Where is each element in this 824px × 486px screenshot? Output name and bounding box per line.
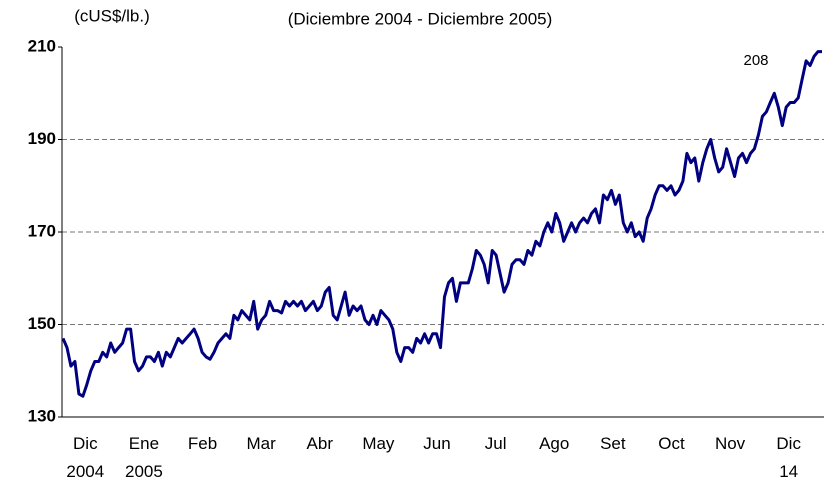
- x-tick-label: May: [362, 434, 395, 453]
- x-tick-label: Ago: [539, 434, 570, 453]
- x-tick-label: Dic 2004: [66, 434, 105, 481]
- x-tick-label: Feb: [187, 434, 218, 453]
- annotation: 208: [743, 52, 768, 69]
- y-tick-label: 190: [28, 129, 56, 148]
- chart-title: (Diciembre 2004 - Diciembre 2005): [288, 9, 553, 28]
- x-tick-label: Dic 14: [776, 434, 801, 481]
- y-tick-label: 130: [28, 406, 56, 425]
- x-tick-label: Abr: [306, 434, 333, 453]
- x-tick-label: Mar: [246, 434, 276, 453]
- x-tick-label: Set: [600, 434, 626, 453]
- y-tick-label: 210: [28, 36, 56, 55]
- x-tick-label: Nov: [714, 434, 746, 453]
- y-tick-label: 170: [28, 221, 56, 240]
- x-tick-label: Oct: [658, 434, 685, 453]
- x-tick-label: Jul: [484, 434, 507, 453]
- y-axis-label: (cUS$/lb.): [74, 6, 150, 25]
- y-tick-label: 150: [28, 314, 56, 333]
- x-tick-label: Ene 2005: [125, 434, 163, 481]
- price-line: [61, 50, 822, 398]
- x-tick-label: Jun: [423, 434, 451, 453]
